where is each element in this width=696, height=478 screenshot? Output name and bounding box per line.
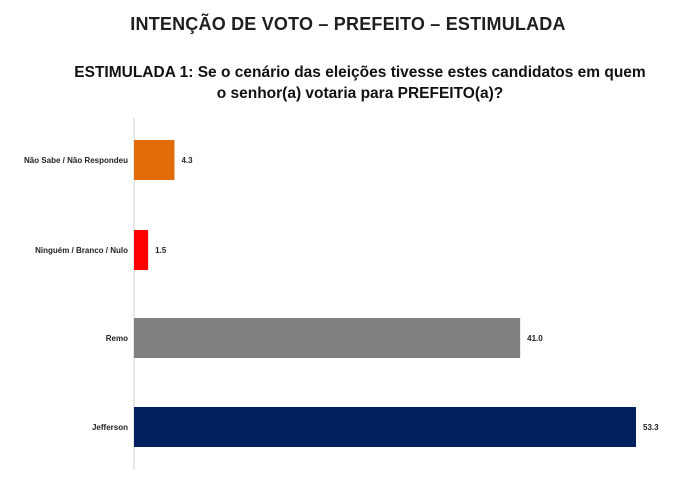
bar-0 <box>134 140 175 180</box>
chart-title: INTENÇÃO DE VOTO – PREFEITO – ESTIMULADA <box>130 14 566 34</box>
value-label-2: 41.0 <box>527 334 543 343</box>
bar-3 <box>134 407 636 447</box>
bar-1 <box>134 230 149 270</box>
value-label-0: 4.3 <box>181 156 193 165</box>
bar-2 <box>134 318 521 358</box>
value-label-3: 53.3 <box>643 423 659 432</box>
chart-subtitle: ESTIMULADA 1: Se o cenário das eleições … <box>60 62 660 104</box>
subtitle-line-2: o senhor(a) votaria para PREFEITO(a)? <box>216 85 504 102</box>
category-label-0: Não Sabe / Não Respondeu <box>24 156 128 165</box>
subtitle-line-1: ESTIMULADA 1: Se o cenário das eleições … <box>74 64 646 81</box>
category-label-2: Remo <box>106 334 128 343</box>
category-label-1: Ninguém / Branco / Nulo <box>35 246 128 255</box>
value-label-1: 1.5 <box>155 246 167 255</box>
category-label-3: Jefferson <box>92 423 128 432</box>
